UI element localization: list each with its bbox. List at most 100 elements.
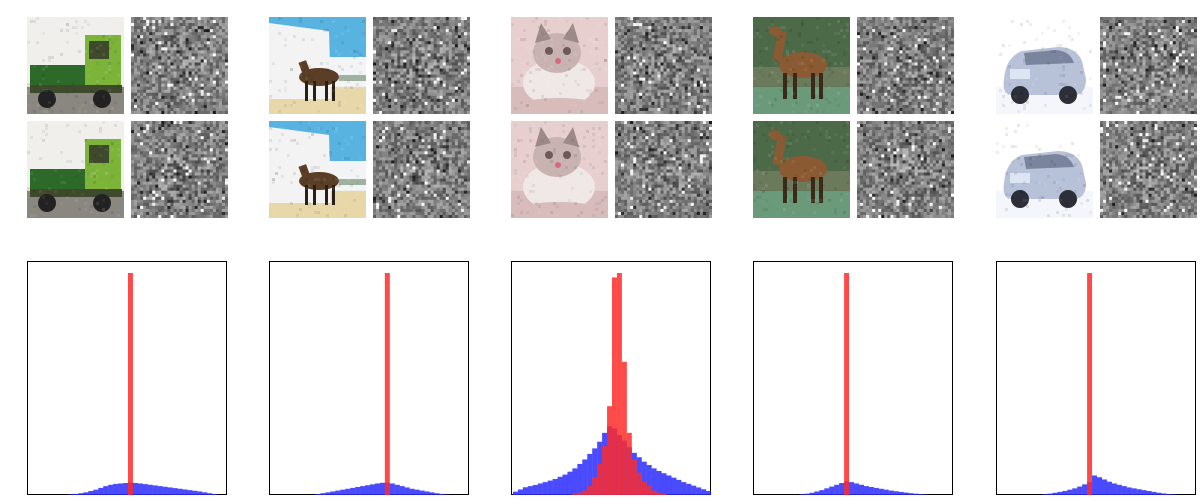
blue-bar (137, 483, 143, 495)
saliency-cells (857, 17, 954, 114)
truck-image (27, 17, 124, 114)
blue-bar (656, 471, 662, 495)
blue-bar (1136, 489, 1142, 495)
blue-bar (78, 493, 84, 495)
blue-bar (587, 453, 593, 495)
blue-bar (172, 488, 178, 495)
saliency-cells (131, 17, 228, 114)
deer-figure (753, 17, 850, 114)
blue-bar (888, 490, 894, 495)
blue-bar (1077, 486, 1083, 495)
blue-bar (557, 476, 563, 495)
blue-bar (325, 492, 331, 495)
blue-bar (419, 490, 425, 495)
car-figure (1003, 47, 1086, 110)
blue-bar (1156, 492, 1162, 495)
blue-bar (661, 473, 667, 495)
blue-bar (883, 489, 889, 495)
red-series (844, 273, 850, 495)
blue-bar (849, 482, 855, 495)
saliency-cells (615, 121, 712, 218)
blue-bar (439, 493, 445, 495)
blue-bar (414, 489, 420, 495)
red-bar (616, 273, 622, 495)
deer-saliency-map (857, 17, 954, 114)
horse-image (269, 121, 366, 218)
truck-saliency-map (131, 17, 228, 114)
blue-bar (834, 484, 840, 495)
blue-bar (868, 487, 874, 495)
blue-bar (162, 486, 168, 495)
blue-bar (157, 486, 163, 495)
image-canvas (269, 17, 366, 114)
blue-bar (542, 482, 548, 495)
blue-bar (1062, 491, 1068, 495)
saliency-canvas (373, 121, 470, 218)
blue-bar (809, 492, 815, 495)
blue-bar (365, 485, 371, 495)
red-bar (651, 490, 657, 495)
blue-bar (1116, 484, 1122, 495)
saliency-cells (373, 121, 470, 218)
blue-bar (429, 492, 435, 495)
blue-bar (814, 491, 820, 495)
blue-bar (582, 459, 588, 495)
red-bar (384, 273, 390, 495)
column-horse (269, 0, 489, 500)
blue-bar (113, 483, 119, 495)
red-bar (844, 273, 850, 495)
blue-bar (527, 486, 533, 495)
truck-histogram (27, 261, 227, 495)
blue-bar (212, 494, 218, 495)
photo-texture (511, 17, 607, 113)
blue-bar (681, 482, 687, 495)
blue-bar (537, 483, 543, 495)
truck-figure (30, 139, 122, 212)
blue-bar (686, 483, 692, 495)
blue-bar (513, 491, 519, 495)
blue-bar (592, 448, 598, 495)
saliency-canvas (615, 17, 712, 114)
cat-histogram (511, 261, 712, 495)
blue-bar (118, 483, 124, 495)
blue-bar (197, 491, 203, 495)
blue-bar (824, 488, 830, 495)
saliency-canvas (131, 121, 228, 218)
blue-series (315, 482, 450, 495)
blue-bar (93, 489, 99, 495)
horse-image (269, 17, 366, 114)
histogram-plot (68, 273, 218, 495)
column-cat (511, 0, 731, 500)
blue-bar (83, 492, 89, 495)
blue-bar (1052, 492, 1058, 495)
blue-bar (374, 483, 380, 495)
blue-bar (1151, 491, 1157, 495)
blue-bar (1126, 487, 1132, 495)
car-saliency-map (1100, 17, 1197, 114)
blue-bar (1047, 493, 1053, 495)
blue-bar (345, 488, 351, 495)
blue-bar (350, 487, 356, 495)
photo-texture (269, 17, 365, 113)
image-canvas (753, 17, 850, 114)
red-bar (572, 493, 578, 495)
red-series (384, 273, 390, 495)
blue-bar (108, 484, 114, 495)
red-bar (577, 492, 583, 495)
saliency-cells (373, 17, 470, 114)
saliency-canvas (373, 17, 470, 114)
blue-bar (1057, 491, 1063, 495)
blue-bar (547, 480, 553, 495)
blue-bar (123, 483, 129, 495)
image-canvas (753, 121, 850, 218)
photo-texture (27, 121, 123, 217)
horse-saliency-map (373, 17, 470, 114)
blue-bar (799, 494, 805, 495)
car-image (996, 121, 1093, 218)
red-bar (607, 406, 612, 495)
blue-bar (1111, 483, 1117, 495)
blue-bar (379, 482, 385, 495)
blue-bar (103, 486, 109, 495)
blue-bar (1101, 479, 1107, 495)
blue-bar (177, 488, 183, 495)
